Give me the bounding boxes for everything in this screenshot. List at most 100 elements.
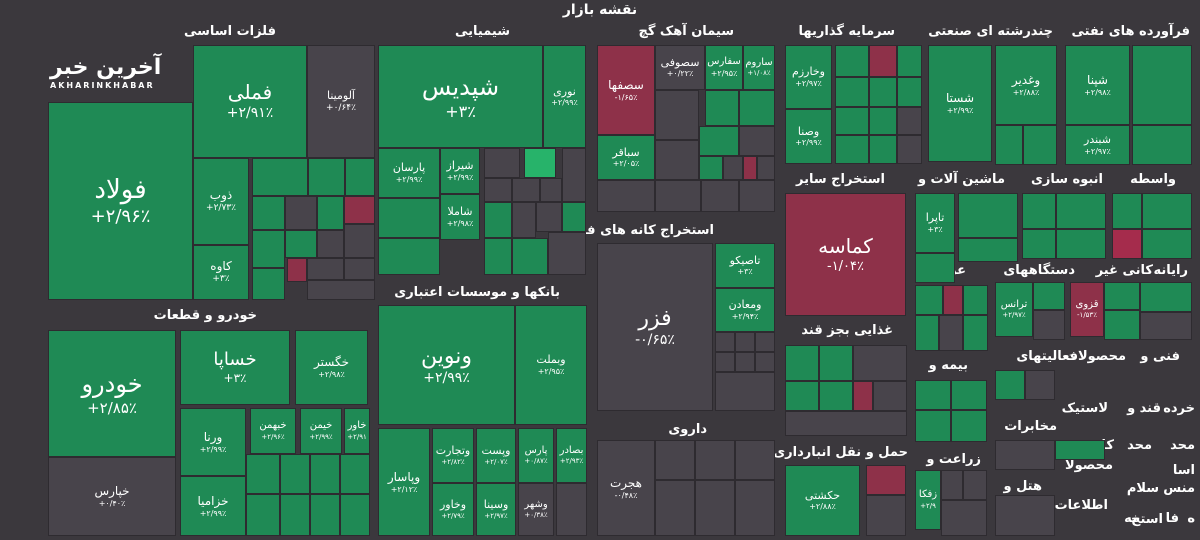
- stock-tile[interactable]: [280, 494, 310, 536]
- stock-tile[interactable]: [739, 90, 775, 126]
- stock-tile[interactable]: سباقر +۲/۰۵٪: [597, 135, 655, 180]
- stock-tile[interactable]: [819, 345, 853, 381]
- stock-tile[interactable]: نوری +۲/۹۹٪: [543, 45, 586, 148]
- stock-tile[interactable]: شپنا +۲/۹۸٪: [1065, 45, 1130, 125]
- stock-tile[interactable]: [562, 202, 586, 232]
- stock-tile[interactable]: [655, 140, 699, 180]
- stock-tile[interactable]: تاپرا +۳٪: [915, 193, 955, 253]
- stock-tile[interactable]: [785, 345, 819, 381]
- stock-tile[interactable]: [963, 285, 988, 315]
- stock-tile[interactable]: خاور +۲/۹۱: [344, 408, 370, 454]
- stock-tile[interactable]: [739, 126, 775, 156]
- stock-tile[interactable]: [252, 268, 285, 300]
- stock-tile[interactable]: [995, 125, 1023, 165]
- stock-tile[interactable]: [695, 480, 735, 536]
- stock-tile[interactable]: [757, 156, 775, 180]
- stock-tile[interactable]: [556, 483, 587, 536]
- stock-tile[interactable]: خبهمن +۲/۹۶٪: [250, 408, 296, 454]
- stock-tile[interactable]: [1104, 310, 1140, 340]
- stock-tile[interactable]: حکشتی +۲/۸۸٪: [785, 465, 860, 536]
- stock-tile[interactable]: [1132, 125, 1192, 165]
- stock-tile[interactable]: وسینا +۲/۹۷٪: [476, 483, 516, 536]
- stock-tile[interactable]: [1055, 440, 1105, 460]
- stock-tile[interactable]: [695, 440, 735, 480]
- stock-tile[interactable]: [995, 495, 1055, 536]
- stock-tile[interactable]: [699, 156, 723, 180]
- stock-tile[interactable]: [484, 202, 512, 238]
- stock-tile[interactable]: ومعادن +۲/۹۴٪: [715, 288, 775, 332]
- stock-tile[interactable]: [715, 332, 735, 352]
- stock-tile[interactable]: ونوین +۲/۹۹٪: [378, 305, 515, 425]
- stock-tile[interactable]: [285, 196, 317, 230]
- stock-tile[interactable]: وپاسار +۲/۱۲٪: [378, 428, 430, 536]
- stock-tile[interactable]: [378, 238, 440, 275]
- stock-tile[interactable]: شبندر +۲/۹۷٪: [1065, 125, 1130, 165]
- stock-tile[interactable]: [735, 332, 755, 352]
- stock-tile[interactable]: خپارس +۰/۴۰٪: [48, 457, 176, 536]
- stock-tile[interactable]: [835, 135, 869, 164]
- stock-tile[interactable]: [915, 253, 955, 283]
- stock-tile[interactable]: [1056, 229, 1106, 259]
- stock-tile[interactable]: [252, 196, 285, 230]
- stock-tile[interactable]: [1142, 229, 1192, 259]
- stock-tile[interactable]: خگستر +۲/۹۸٪: [295, 330, 368, 405]
- stock-tile[interactable]: [280, 454, 310, 494]
- stock-tile[interactable]: فملی +۲/۹۱٪: [193, 45, 307, 158]
- stock-tile[interactable]: [699, 126, 739, 156]
- stock-tile[interactable]: کماسه -۱/۰۴٪: [785, 193, 906, 316]
- stock-tile[interactable]: [378, 198, 440, 238]
- stock-tile[interactable]: بصادر +۲/۹۳٪: [556, 428, 587, 483]
- stock-tile[interactable]: [995, 370, 1025, 400]
- stock-tile[interactable]: [897, 45, 922, 77]
- stock-tile[interactable]: [951, 410, 987, 442]
- stock-tile[interactable]: [512, 238, 548, 275]
- stock-tile[interactable]: ذوب +۲/۷۳٪: [193, 158, 249, 245]
- stock-tile[interactable]: وشهر +۰/۳۸٪: [518, 483, 554, 536]
- stock-tile[interactable]: [310, 454, 340, 494]
- stock-tile[interactable]: [869, 107, 897, 135]
- stock-tile[interactable]: [963, 315, 988, 351]
- stock-tile[interactable]: [785, 411, 907, 436]
- stock-tile[interactable]: [915, 315, 939, 351]
- stock-tile[interactable]: وبملت +۲/۹۵٪: [515, 305, 587, 425]
- stock-tile[interactable]: زفکا +۲/۹: [915, 470, 941, 530]
- stock-tile[interactable]: شستا +۲/۹۹٪: [928, 45, 992, 162]
- stock-tile[interactable]: [512, 202, 536, 238]
- stock-tile[interactable]: [897, 107, 922, 135]
- stock-tile[interactable]: [345, 158, 375, 196]
- stock-tile[interactable]: وخاور +۲/۷۹٪: [432, 483, 474, 536]
- stock-tile[interactable]: [943, 285, 963, 315]
- stock-tile[interactable]: [344, 258, 375, 280]
- stock-tile[interactable]: [1025, 370, 1055, 400]
- stock-tile[interactable]: سصفها -۱/۶۵٪: [597, 45, 655, 135]
- stock-tile[interactable]: [246, 494, 280, 536]
- stock-tile[interactable]: [536, 202, 562, 232]
- stock-tile[interactable]: [1033, 310, 1065, 340]
- stock-tile[interactable]: [484, 148, 520, 178]
- stock-tile[interactable]: [1142, 193, 1192, 229]
- stock-tile[interactable]: [1104, 282, 1140, 310]
- stock-tile[interactable]: [739, 180, 775, 212]
- stock-tile[interactable]: [869, 77, 897, 107]
- stock-tile[interactable]: [1140, 312, 1192, 340]
- stock-tile[interactable]: [735, 480, 775, 536]
- stock-tile[interactable]: [252, 230, 285, 268]
- stock-tile[interactable]: [307, 280, 375, 300]
- stock-tile[interactable]: [512, 178, 540, 202]
- stock-tile[interactable]: فزر -۰/۶۵٪: [597, 243, 713, 411]
- stock-tile[interactable]: [897, 77, 922, 107]
- stock-tile[interactable]: [819, 381, 853, 411]
- stock-tile[interactable]: ساروم +۱/۰۸٪: [743, 45, 775, 90]
- stock-tile[interactable]: [785, 381, 819, 411]
- stock-tile[interactable]: [484, 178, 512, 202]
- stock-tile[interactable]: [1033, 282, 1065, 310]
- stock-tile[interactable]: هجرت -۰/۴۸٪: [597, 440, 655, 536]
- stock-tile[interactable]: [524, 148, 556, 178]
- stock-tile[interactable]: [246, 454, 280, 494]
- stock-tile[interactable]: [340, 454, 370, 494]
- stock-tile[interactable]: [1140, 282, 1192, 312]
- stock-tile[interactable]: [995, 440, 1055, 470]
- stock-tile[interactable]: ترانس +۲/۹۷٪: [995, 282, 1033, 337]
- stock-tile[interactable]: خزامیا +۲/۹۹٪: [180, 476, 246, 536]
- stock-tile[interactable]: [307, 258, 344, 280]
